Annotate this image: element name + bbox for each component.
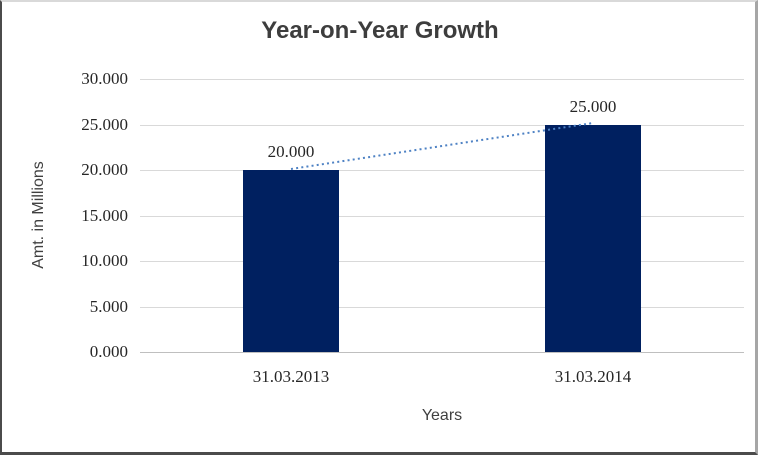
- gridline: [140, 215, 744, 217]
- gridline: [140, 306, 744, 308]
- gridline: [140, 79, 744, 80]
- y-tick-label: 5.000: [89, 296, 128, 316]
- gridline: [140, 261, 744, 262]
- y-tick-label: 20.000: [81, 160, 128, 179]
- gridline: [140, 170, 744, 171]
- x-tick-label: 31.03.2013: [252, 367, 330, 386]
- y-tick-label: 25.000: [81, 114, 128, 134]
- bar-31.03.2013: [243, 170, 339, 352]
- x-axis-line: [140, 352, 744, 353]
- x-axis-title: Years: [421, 407, 463, 424]
- y-tick-label: 30.000: [81, 69, 128, 88]
- data-label: 25.000: [569, 96, 617, 116]
- x-tick-label: 31.03.2014: [554, 367, 632, 386]
- chart-title: Year-on-Year Growth: [261, 17, 499, 44]
- y-tick-label: 15.000: [81, 205, 128, 225]
- data-label: 20.000: [267, 142, 315, 161]
- y-tick-label: 0.000: [89, 342, 128, 361]
- y-tick-label: 10.000: [81, 251, 128, 270]
- gridline: [140, 124, 744, 126]
- bar-31.03.2014: [545, 124, 641, 352]
